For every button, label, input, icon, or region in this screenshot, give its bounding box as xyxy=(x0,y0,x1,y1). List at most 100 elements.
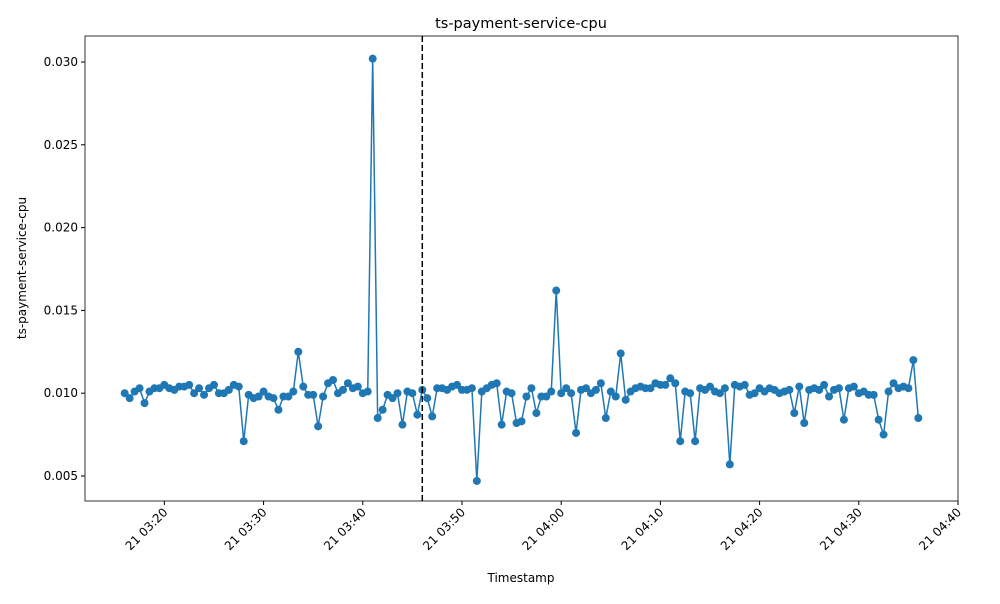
data-point xyxy=(532,409,541,418)
data-point xyxy=(140,399,149,408)
data-point xyxy=(542,392,551,401)
data-point xyxy=(601,414,610,423)
data-point xyxy=(800,419,809,428)
data-point xyxy=(195,384,204,393)
data-point xyxy=(661,380,670,389)
data-point xyxy=(294,347,303,356)
data-point xyxy=(309,390,318,399)
data-point xyxy=(725,460,734,469)
data-point xyxy=(284,392,293,401)
data-point xyxy=(413,410,422,419)
data-point xyxy=(353,382,362,391)
data-point xyxy=(825,392,834,401)
data-point xyxy=(398,420,407,429)
data-point xyxy=(274,405,283,414)
data-point xyxy=(289,387,298,396)
data-point xyxy=(790,409,799,418)
data-point xyxy=(507,389,516,398)
data-point xyxy=(839,415,848,424)
data-point xyxy=(472,476,481,485)
data-point xyxy=(497,420,506,429)
data-point xyxy=(343,379,352,388)
data-point xyxy=(646,384,655,393)
y-tick-label: 0.015 xyxy=(44,303,78,317)
data-point xyxy=(135,384,144,393)
data-point xyxy=(621,395,630,404)
data-point xyxy=(314,422,323,431)
data-point xyxy=(190,389,199,398)
data-point xyxy=(671,379,680,388)
data-point xyxy=(705,382,714,391)
data-point xyxy=(596,379,605,388)
data-point xyxy=(527,384,536,393)
data-point xyxy=(616,349,625,358)
data-point xyxy=(319,392,328,401)
data-point xyxy=(224,385,233,394)
data-point xyxy=(522,392,531,401)
data-point xyxy=(904,384,913,393)
data-point xyxy=(562,384,571,393)
plot-frame xyxy=(84,35,959,502)
data-point xyxy=(884,387,893,396)
data-point xyxy=(834,384,843,393)
data-point xyxy=(338,385,347,394)
data-point xyxy=(557,389,566,398)
data-point xyxy=(591,385,600,394)
data-point xyxy=(750,389,759,398)
data-point xyxy=(125,394,134,403)
data-point xyxy=(234,382,243,391)
data-point xyxy=(572,428,581,437)
data-point xyxy=(492,379,501,388)
data-point xyxy=(676,437,685,446)
data-point xyxy=(329,375,338,384)
y-tick-label: 0.025 xyxy=(44,138,78,152)
data-point xyxy=(408,389,417,398)
y-tick-label: 0.020 xyxy=(44,221,78,235)
data-point xyxy=(611,392,620,401)
data-point xyxy=(368,54,377,63)
data-point xyxy=(720,384,729,393)
data-point xyxy=(428,412,437,421)
y-tick-label: 0.030 xyxy=(44,55,78,69)
data-point xyxy=(909,356,918,365)
data-point xyxy=(869,390,878,399)
data-point xyxy=(239,437,248,446)
data-point xyxy=(914,414,923,423)
data-point xyxy=(715,389,724,398)
data-point xyxy=(200,390,209,399)
data-point xyxy=(820,380,829,389)
data-point xyxy=(467,384,476,393)
data-point xyxy=(393,389,402,398)
data-point xyxy=(815,385,824,394)
data-point xyxy=(373,414,382,423)
data-point xyxy=(874,415,883,424)
data-point xyxy=(254,392,263,401)
data-point xyxy=(363,387,372,396)
data-point xyxy=(666,374,675,383)
y-tick-label: 0.010 xyxy=(44,386,78,400)
data-point xyxy=(879,430,888,439)
data-point xyxy=(552,286,561,295)
data-point xyxy=(453,380,462,389)
data-point xyxy=(740,380,749,389)
data-point xyxy=(547,387,556,396)
data-point xyxy=(259,387,268,396)
data-point xyxy=(691,437,700,446)
data-point xyxy=(378,405,387,414)
data-point xyxy=(388,394,397,403)
data-point xyxy=(581,384,590,393)
data-point xyxy=(185,380,194,389)
data-point xyxy=(567,389,576,398)
data-point xyxy=(517,417,526,426)
data-point xyxy=(606,387,615,396)
data-point xyxy=(686,389,695,398)
data-point xyxy=(889,379,898,388)
data-point xyxy=(785,385,794,394)
chart-title: ts-payment-service-cpu xyxy=(435,16,607,32)
data-point xyxy=(299,382,308,391)
y-tick-label: 0.005 xyxy=(44,469,78,483)
y-axis-label: ts-payment-service-cpu xyxy=(15,197,29,339)
data-point xyxy=(795,382,804,391)
